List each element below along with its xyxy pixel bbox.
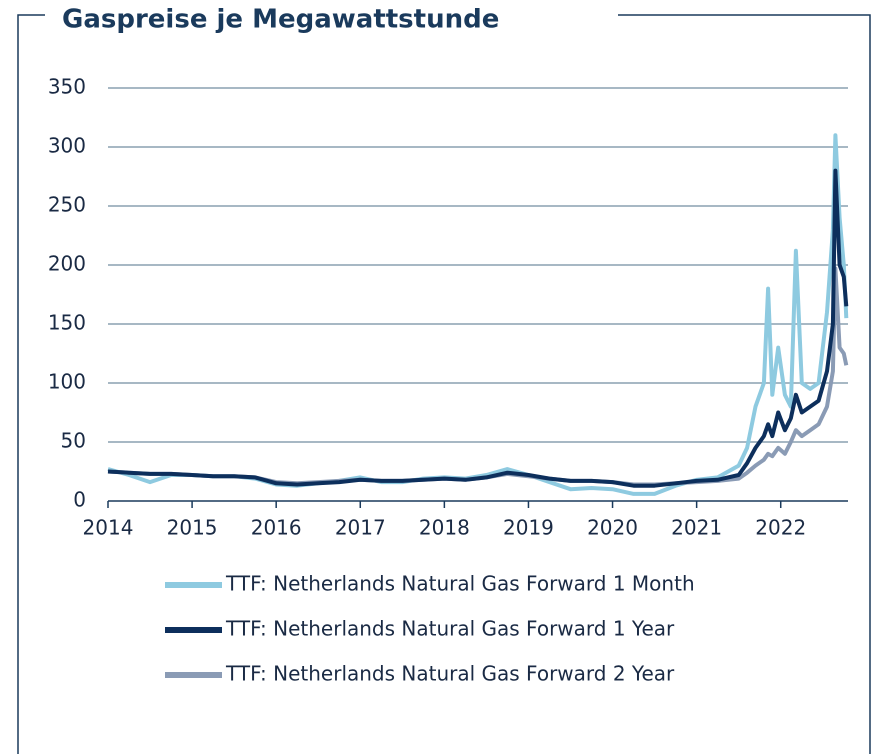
series-line	[107, 133, 849, 496]
x-tick-label: 2016	[251, 516, 302, 540]
series-line	[107, 168, 849, 488]
y-tick-label: 300	[48, 134, 86, 158]
frame	[17, 14, 871, 754]
series-line	[107, 266, 849, 487]
y-tick-label: 250	[48, 193, 86, 217]
x-tick-label: 2018	[419, 516, 470, 540]
y-tick-label: 200	[48, 252, 86, 276]
legend-label: TTF: Netherlands Natural Gas Forward 1 Y…	[225, 617, 675, 641]
x-tick-label: 2015	[167, 516, 218, 540]
x-tick-label: 2017	[335, 516, 386, 540]
y-tick-label: 150	[48, 311, 86, 335]
y-tick-label: 0	[73, 488, 86, 512]
x-tick-label: 2020	[587, 516, 638, 540]
x-tick-label: 2021	[671, 516, 722, 540]
y-tick-label: 100	[48, 370, 86, 394]
legend-label: TTF: Netherlands Natural Gas Forward 2 Y…	[225, 662, 675, 686]
x-tick-label: 2022	[755, 516, 806, 540]
x-tick-label: 2019	[503, 516, 554, 540]
y-tick-label: 50	[61, 429, 86, 453]
chart-title: Gaspreise je Megawattstunde	[62, 5, 499, 35]
x-tick-label: 2014	[83, 516, 134, 540]
y-tick-label: 350	[48, 75, 86, 99]
legend-label: TTF: Netherlands Natural Gas Forward 1 M…	[225, 572, 695, 596]
